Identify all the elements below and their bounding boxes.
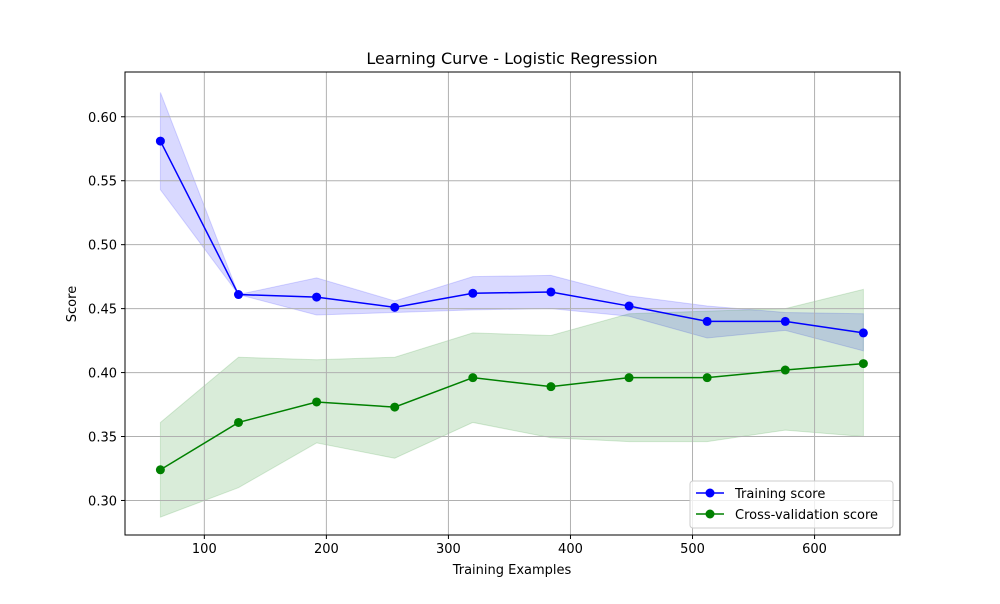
y-tick-label: 0.60 xyxy=(88,111,117,126)
point-cv xyxy=(858,359,868,369)
legend-label-training: Training score xyxy=(734,487,825,502)
y-tick-label: 0.40 xyxy=(88,367,117,382)
x-tick-label: 300 xyxy=(436,542,461,557)
x-tick-label: 200 xyxy=(314,542,339,557)
point-training xyxy=(624,301,634,311)
point-training xyxy=(702,316,712,326)
legend-marker-training xyxy=(705,488,715,498)
y-tick-label: 0.55 xyxy=(88,175,117,190)
legend-box xyxy=(689,480,894,529)
legend-label-cv: Cross-validation score xyxy=(735,508,878,523)
point-cv xyxy=(702,373,712,383)
y-tick-label: 0.35 xyxy=(88,431,117,446)
x-axis-label: Training Examples xyxy=(452,563,572,578)
point-cv xyxy=(390,402,400,412)
point-cv xyxy=(546,382,556,392)
x-tick-label: 400 xyxy=(558,542,583,557)
point-training xyxy=(780,316,790,326)
point-cv xyxy=(624,373,634,383)
legend-marker-cv xyxy=(705,509,715,519)
point-cv xyxy=(155,465,165,475)
x-tick-label: 500 xyxy=(680,542,705,557)
y-axis-ticks: 0.30 0.35 0.40 0.45 0.50 0.55 0.60 xyxy=(88,111,125,509)
confidence-bands xyxy=(159,92,864,518)
point-training xyxy=(858,328,868,338)
point-training xyxy=(312,292,322,302)
point-cv xyxy=(468,373,478,383)
y-axis-label: Score xyxy=(65,286,80,322)
point-training xyxy=(155,136,165,146)
chart-title: Learning Curve - Logistic Regression xyxy=(366,49,657,68)
legend: Training score Cross-validation score xyxy=(689,480,894,529)
y-tick-label: 0.30 xyxy=(88,494,117,509)
point-cv xyxy=(312,397,322,407)
point-cv xyxy=(234,417,244,427)
x-tick-label: 100 xyxy=(192,542,217,557)
point-training xyxy=(390,302,400,312)
point-training xyxy=(546,287,556,297)
point-training xyxy=(468,288,478,298)
band-training xyxy=(159,92,864,352)
x-axis-ticks: 100 200 300 400 500 600 xyxy=(192,535,827,557)
line-training xyxy=(159,140,864,334)
y-tick-label: 0.45 xyxy=(88,303,117,318)
line-cv xyxy=(160,362,864,471)
series-markers xyxy=(155,136,868,475)
x-tick-label: 600 xyxy=(802,542,827,557)
plot-frame xyxy=(124,71,901,536)
point-cv xyxy=(780,365,790,375)
point-training xyxy=(234,290,244,300)
y-tick-label: 0.50 xyxy=(88,239,117,254)
series-lines xyxy=(159,140,864,471)
